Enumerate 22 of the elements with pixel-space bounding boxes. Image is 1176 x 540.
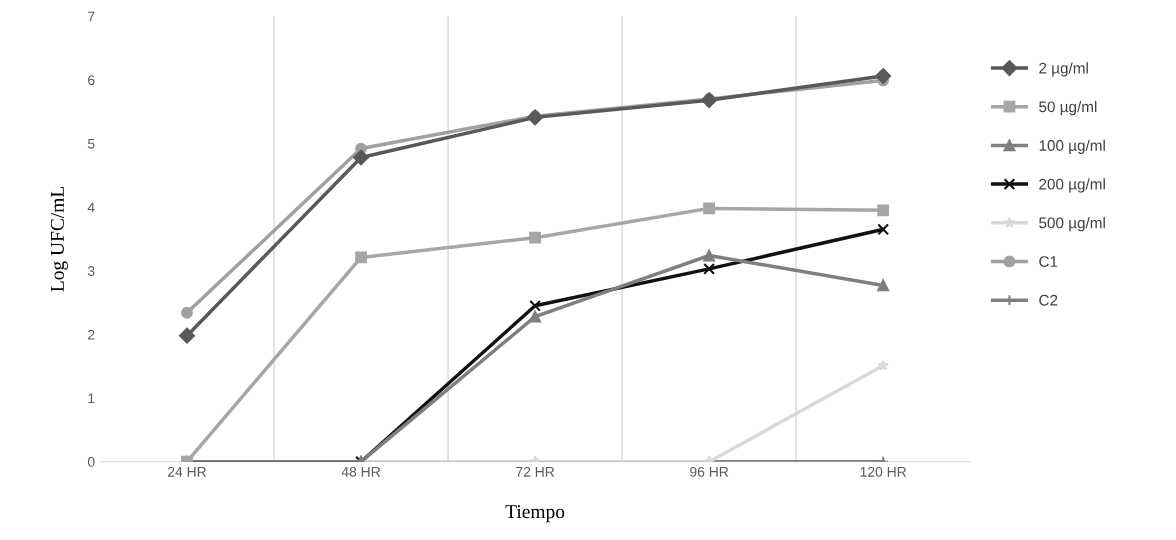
x-tick-label: 24 HR	[168, 466, 207, 477]
x-tick-label: 96 HR	[690, 466, 729, 477]
x-tick-label: 48 HR	[341, 466, 381, 477]
y-tick-label: 3	[87, 266, 95, 276]
legend-label: 500 µg/ml	[1039, 217, 1105, 232]
legend-label: 50 µg/ml	[1039, 101, 1097, 116]
y-tick-label: 5	[87, 138, 95, 149]
x-tick-label: 72 HR	[516, 466, 555, 477]
y-tick-label: 4	[87, 202, 95, 213]
legend-label: 2 µg/ml	[1039, 62, 1088, 77]
legend-label: C2	[1039, 294, 1058, 306]
legend-label: C1	[1039, 256, 1058, 267]
y-tick-label: 6	[88, 75, 95, 86]
legend-label: 200 µg/ml	[1039, 178, 1105, 193]
y-tick-label: 0	[87, 457, 95, 467]
y-axis-title: Log UFC/mL	[50, 186, 68, 292]
x-axis-title: Tiempo	[505, 505, 565, 523]
y-tick-label: 2	[88, 329, 95, 340]
legend-label: 100 µg/ml	[1039, 139, 1105, 154]
y-tick-label: 1	[88, 393, 95, 404]
y-tick-label: 7	[88, 11, 95, 22]
x-tick-label: 120 HR	[860, 466, 907, 477]
